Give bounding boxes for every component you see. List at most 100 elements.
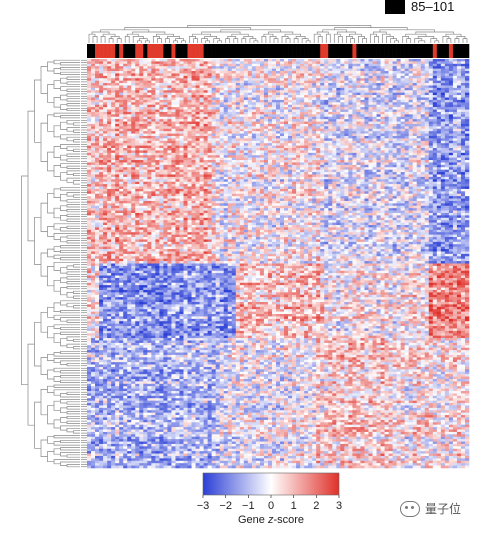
heatmap-cell: [147, 152, 152, 156]
heatmap-cell: [115, 148, 120, 151]
heatmap-cell: [324, 162, 329, 166]
heatmap-cell: [235, 92, 241, 96]
heatmap-cell: [408, 104, 413, 108]
dendrogram-branch: [66, 406, 80, 410]
heatmap-cell: [147, 114, 152, 118]
heatmap-cell: [384, 128, 389, 132]
heatmap-cell: [316, 164, 321, 168]
heatmap-cell: [308, 164, 313, 168]
heatmap-cell: [123, 59, 128, 62]
heatmap-cell: [280, 59, 285, 62]
heatmap-cell: [107, 114, 112, 118]
dendrogram-branch: [60, 350, 80, 355]
heatmap-cell: [404, 85, 409, 89]
dendrogram-branch: [66, 199, 80, 203]
heatmap-cell: [312, 68, 317, 72]
heatmap-cell: [352, 169, 357, 173]
heatmap-cell: [352, 97, 357, 101]
heatmap-cell: [91, 167, 96, 170]
heatmap-cell: [95, 104, 100, 108]
dendrogram-branch: [434, 40, 440, 43]
heatmap-cell: [123, 114, 128, 118]
heatmap-cell: [396, 128, 401, 132]
heatmap-cell: [239, 114, 245, 118]
heatmap-cell: [183, 128, 188, 132]
heatmap-cell: [91, 109, 96, 113]
heatmap-cell: [416, 157, 422, 161]
heatmap-cell: [227, 71, 233, 74]
heatmap-cell: [428, 75, 434, 79]
heatmap-cell: [207, 157, 212, 161]
row-dendrogram: [21, 59, 80, 468]
heatmap-cell: [115, 66, 120, 69]
heatmap-cell: [227, 61, 233, 65]
heatmap-cell: [296, 126, 301, 130]
heatmap-cell: [300, 128, 305, 132]
heatmap-cell: [364, 160, 369, 163]
heatmap-cell: [328, 90, 333, 93]
heatmap-cell: [243, 152, 249, 156]
heatmap-cell: [360, 150, 365, 154]
annotation-cell: [392, 44, 397, 58]
heatmap-cell: [384, 152, 389, 156]
heatmap-cell: [275, 172, 281, 175]
heatmap-cell: [284, 172, 289, 175]
heatmap-cell: [320, 148, 325, 151]
heatmap-cell: [420, 59, 426, 62]
heatmap-cell: [163, 83, 168, 86]
heatmap-cell: [380, 87, 385, 91]
heatmap-cell: [336, 102, 341, 106]
heatmap-cell: [400, 160, 405, 163]
heatmap-cell: [412, 104, 418, 108]
heatmap-cell: [255, 140, 261, 144]
heatmap-cell: [304, 160, 309, 163]
heatmap-cell: [235, 85, 241, 89]
heatmap-cell: [444, 109, 450, 113]
heatmap-cell: [364, 95, 369, 98]
heatmap-cell: [304, 59, 309, 62]
heatmap-cell: [255, 97, 261, 101]
heatmap-cell: [360, 71, 365, 74]
heatmap-cell: [255, 162, 261, 166]
heatmap-cell: [312, 148, 317, 151]
heatmap-cell: [440, 145, 446, 149]
heatmap-cell: [424, 138, 430, 142]
heatmap-cell: [280, 73, 285, 77]
heatmap-cell: [203, 126, 208, 130]
heatmap-cell: [231, 63, 237, 67]
heatmap-cell: [223, 123, 229, 127]
heatmap-cell: [288, 135, 293, 139]
heatmap-cell: [380, 73, 385, 77]
heatmap-cell: [247, 97, 253, 101]
heatmap-cell: [199, 133, 204, 137]
heatmap-cell: [131, 80, 136, 84]
heatmap-cell: [284, 90, 289, 93]
dendrogram-branch: [66, 240, 80, 244]
heatmap-cell: [344, 83, 349, 86]
heatmap-cell: [231, 126, 237, 130]
heatmap-cell: [324, 138, 329, 142]
heatmap-cell: [356, 107, 361, 110]
heatmap-cell: [428, 111, 434, 115]
heatmap-cell: [267, 102, 273, 106]
heatmap-cell: [348, 157, 353, 161]
heatmap-cell: [344, 90, 349, 93]
heatmap-cell: [123, 109, 128, 113]
heatmap-cell: [91, 116, 96, 120]
heatmap-cell: [263, 109, 269, 113]
heatmap-cell: [404, 116, 409, 120]
heatmap-cell: [388, 85, 393, 89]
heatmap-cell: [332, 152, 337, 156]
heatmap-cell: [187, 90, 192, 93]
heatmap-cell: [428, 150, 434, 154]
heatmap-cell: [183, 164, 188, 168]
heatmap-cell: [183, 109, 188, 113]
heatmap-cell: [304, 123, 309, 127]
heatmap-cell: [123, 75, 128, 79]
heatmap-cell: [111, 90, 116, 93]
heatmap-cell: [300, 140, 305, 144]
heatmap-cell: [139, 90, 144, 93]
heatmap-cell: [280, 138, 285, 142]
heatmap-cell: [428, 61, 434, 65]
heatmap-cell: [324, 167, 329, 170]
